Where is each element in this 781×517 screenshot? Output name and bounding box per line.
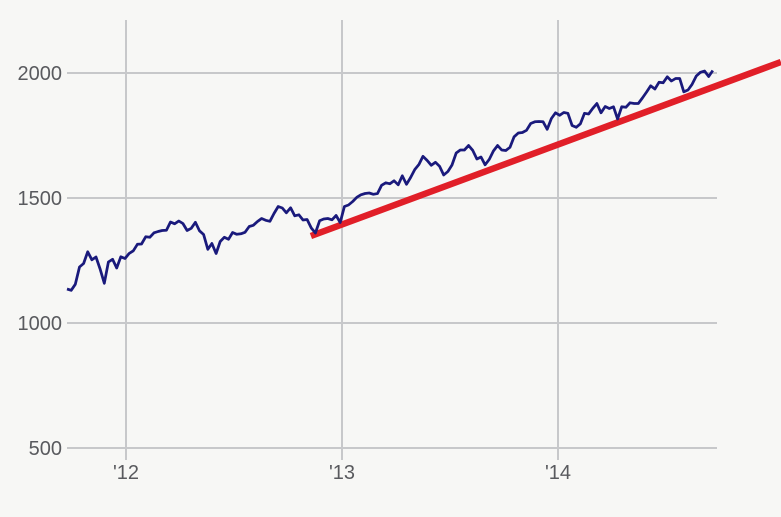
y-tick-label: 1500 <box>18 188 63 210</box>
index-weekly-close-line <box>66 69 714 292</box>
y-tick-label: 1000 <box>18 313 63 335</box>
x-tick-label: '12 <box>113 462 139 484</box>
y-tick-label: 500 <box>29 438 62 460</box>
trend-line <box>309 58 781 240</box>
x-tick-label: '14 <box>545 462 571 484</box>
x-tick-label: '13 <box>329 462 355 484</box>
y-tick-label: 2000 <box>18 63 63 85</box>
